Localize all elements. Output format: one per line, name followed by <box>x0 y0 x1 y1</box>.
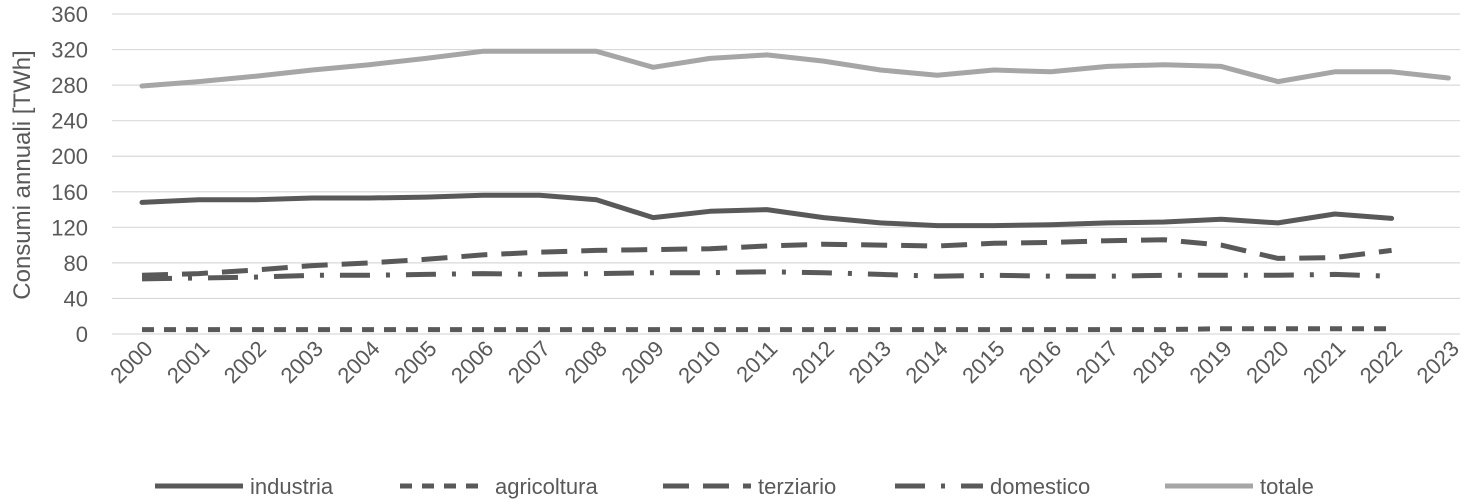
series-line-terziario <box>141 237 1392 278</box>
x-tick-label: 2001 <box>162 336 214 388</box>
y-tick-label: 80 <box>64 251 88 276</box>
legend-label-agricoltura: agricoltura <box>495 474 598 499</box>
y-tick-label: 360 <box>51 2 88 27</box>
series-line-totale <box>139 48 1451 89</box>
legend-label-totale: totale <box>1260 474 1314 499</box>
x-tick-label: 2011 <box>731 336 782 387</box>
x-tick-label: 2020 <box>1241 336 1293 388</box>
x-tick-label: 2014 <box>900 336 952 388</box>
grid-layer <box>112 13 1460 335</box>
x-axis-ticks: 2000 2001 2002 2003 2004 2005 2006 2007 2008 2009… <box>105 336 1463 388</box>
y-axis-ticks: 0 40 80 120 160 200 240 280 320 360 <box>51 2 88 347</box>
series-line-industria <box>139 192 1395 229</box>
x-tick-label: 2021 <box>1298 336 1350 388</box>
x-tick-label: 2010 <box>673 336 725 388</box>
y-axis-title: Consumi annuali [TWh] <box>9 50 36 299</box>
y-tick-label: 0 <box>76 322 88 347</box>
y-tick-label: 200 <box>51 144 88 169</box>
series-layer <box>139 48 1451 333</box>
y-tick-label: 160 <box>51 180 88 205</box>
x-tick-label: 2002 <box>219 336 271 388</box>
x-tick-label: 2003 <box>276 336 328 388</box>
x-tick-label: 2004 <box>332 336 384 388</box>
x-tick-label: 2017 <box>1071 336 1123 388</box>
x-tick-label: 2022 <box>1355 336 1407 388</box>
x-tick-label: 2008 <box>560 336 612 388</box>
x-tick-label: 2005 <box>389 336 441 388</box>
legend-label-terziario: terziario <box>758 474 836 499</box>
legend: industria agricoltura terziario domestico to… <box>155 474 1314 499</box>
series-line-agricoltura <box>142 326 1392 333</box>
legend-label-industria: industria <box>250 474 334 499</box>
x-tick-label: 2009 <box>616 336 668 388</box>
x-tick-label: 2016 <box>1014 336 1066 388</box>
y-tick-label: 280 <box>51 73 88 98</box>
x-tick-label: 2007 <box>503 336 555 388</box>
x-tick-label: 2006 <box>446 336 498 388</box>
y-tick-label: 40 <box>64 286 88 311</box>
x-tick-label: 2018 <box>1128 336 1180 388</box>
legend-label-domestico: domestico <box>990 474 1090 499</box>
x-tick-label: 2000 <box>105 336 157 388</box>
x-tick-label: 2015 <box>957 336 1009 388</box>
x-tick-label: 2013 <box>844 336 896 388</box>
x-tick-label: 2023 <box>1412 336 1463 388</box>
y-tick-label: 120 <box>51 215 88 240</box>
y-tick-label: 240 <box>51 109 88 134</box>
x-tick-label: 2019 <box>1184 336 1236 388</box>
x-tick-label: 2012 <box>787 336 839 388</box>
y-tick-label: 320 <box>51 38 88 63</box>
series-line-domestico <box>141 269 1392 282</box>
